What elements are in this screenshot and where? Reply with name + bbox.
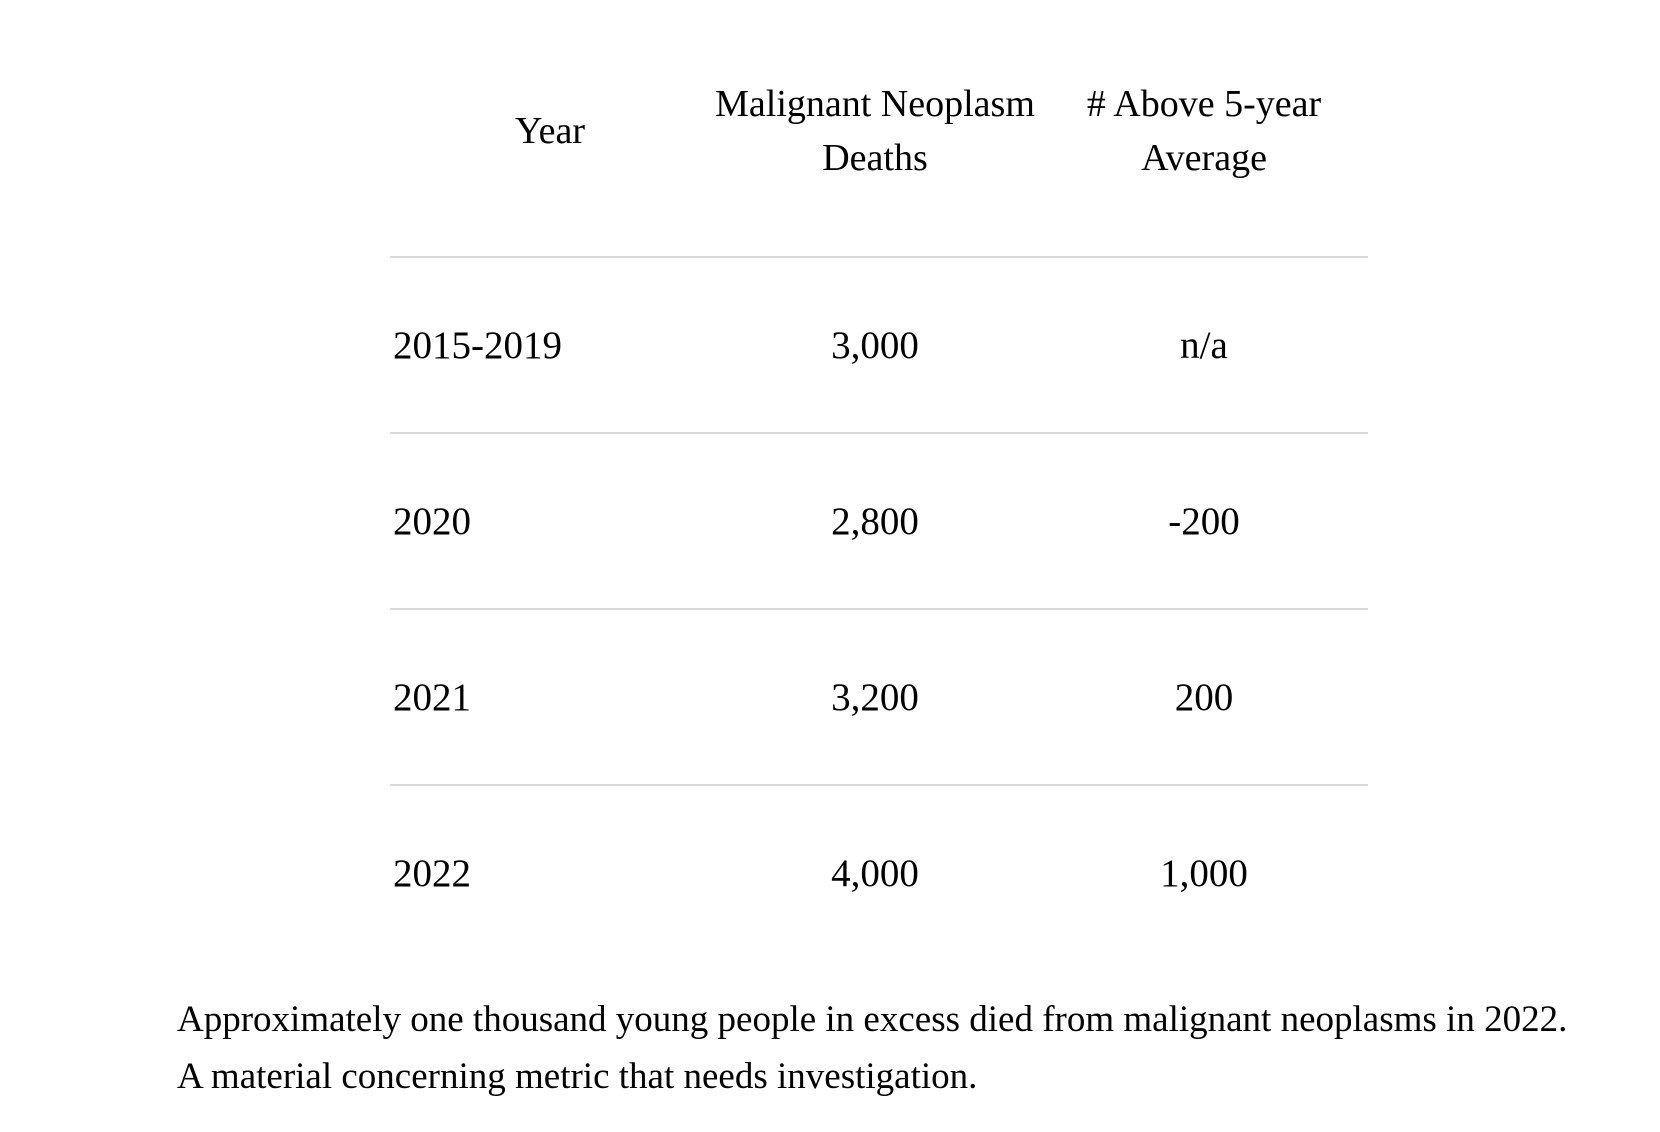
above-average-cell: -200: [1040, 432, 1368, 609]
table-row: 2020 2,800 -200: [390, 432, 1368, 609]
header-line: # Above 5-year: [1086, 83, 1322, 125]
header-line: Malignant Neoplasm: [715, 83, 1035, 125]
above-average-cell: 200: [1040, 608, 1368, 785]
deaths-cell: 3,000: [710, 256, 1040, 433]
table-header-row: Year Malignant Neoplasm Deaths # Above 5…: [390, 6, 1368, 257]
deaths-cell: 4,000: [710, 784, 1040, 960]
column-header-above-5yr-average: # Above 5-year Average: [1040, 6, 1368, 257]
above-average-cell: 1,000: [1040, 784, 1368, 960]
year-cell: 2021: [390, 608, 710, 785]
column-header-neoplasm-deaths: Malignant Neoplasm Deaths: [710, 6, 1040, 257]
header-line: Deaths: [822, 137, 928, 179]
year-cell: 2015-2019: [390, 256, 710, 433]
table-row: 2021 3,200 200: [390, 608, 1368, 785]
year-cell: 2022: [390, 784, 710, 960]
header-line: Year: [514, 110, 586, 152]
table-row: 2022 4,000 1,000: [390, 784, 1368, 960]
year-cell: 2020: [390, 432, 710, 609]
deaths-cell: 3,200: [710, 608, 1040, 785]
note-line-2: A material concerning metric that needs …: [177, 1056, 978, 1097]
table-row: 2015-2019 3,000 n/a: [390, 256, 1368, 433]
summary-note: Approximately one thousand young people …: [177, 991, 1567, 1105]
above-average-cell: n/a: [1040, 256, 1368, 433]
header-line: Average: [1141, 137, 1267, 179]
column-header-year: Year: [390, 6, 710, 257]
deaths-cell: 2,800: [710, 432, 1040, 609]
note-line-1: Approximately one thousand young people …: [177, 999, 1568, 1040]
excess-deaths-table: Year Malignant Neoplasm Deaths # Above 5…: [390, 6, 1368, 960]
